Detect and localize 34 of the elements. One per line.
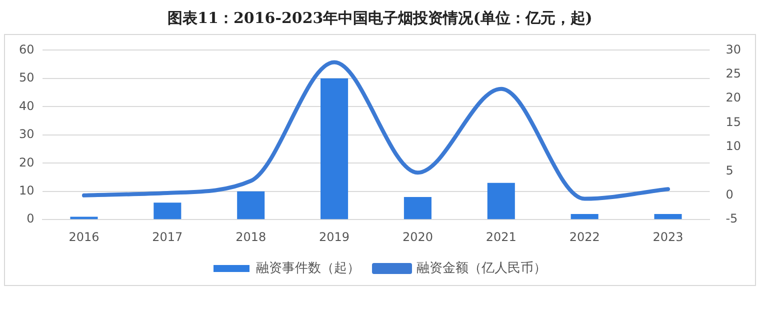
x-tick-label: 2020 — [402, 230, 433, 244]
x-tick-label: 2023 — [652, 230, 684, 244]
line-series — [82, 60, 670, 201]
legend-label: 融资金额（亿人民币） — [416, 260, 546, 276]
x-tick-label: 2019 — [319, 230, 350, 244]
y2-tick-label: -5 — [726, 212, 738, 226]
y2-tick-label: 0 — [726, 188, 734, 202]
y2-tick-label: 5 — [726, 163, 734, 178]
x-tick-label: 2022 — [569, 230, 600, 244]
bar — [570, 214, 598, 220]
x-tick-label: 2017 — [152, 230, 183, 244]
y-tick-label: 10 — [18, 183, 34, 198]
y2-tick-label: 30 — [726, 42, 742, 56]
x-tick-label: 2021 — [486, 230, 516, 244]
legend-label: 融资事件数（起） — [256, 260, 360, 276]
y-tick-label: 60 — [18, 42, 34, 56]
y2-tick-label: 25 — [726, 66, 742, 81]
bar — [654, 214, 682, 220]
y2-tick-label: 20 — [726, 90, 742, 105]
y-tick-label: 20 — [18, 155, 34, 170]
x-tick-label: 2018 — [236, 230, 266, 244]
x-tick-label: 2016 — [68, 230, 100, 244]
bar — [237, 191, 265, 220]
chart-title: 图表11：2016-2023年中国电子烟投资情况(单位：亿元，起) — [166, 8, 594, 29]
y-tick-label: 0 — [26, 212, 34, 226]
bar — [487, 182, 515, 220]
bar — [154, 202, 182, 220]
y-tick-label: 50 — [18, 70, 34, 85]
y2-tick-label: 15 — [726, 114, 742, 129]
y-tick-label: 30 — [18, 127, 34, 142]
y-tick-label: 40 — [18, 98, 34, 113]
y2-tick-label: 10 — [726, 139, 742, 154]
bar — [404, 197, 432, 220]
bar — [320, 78, 348, 220]
